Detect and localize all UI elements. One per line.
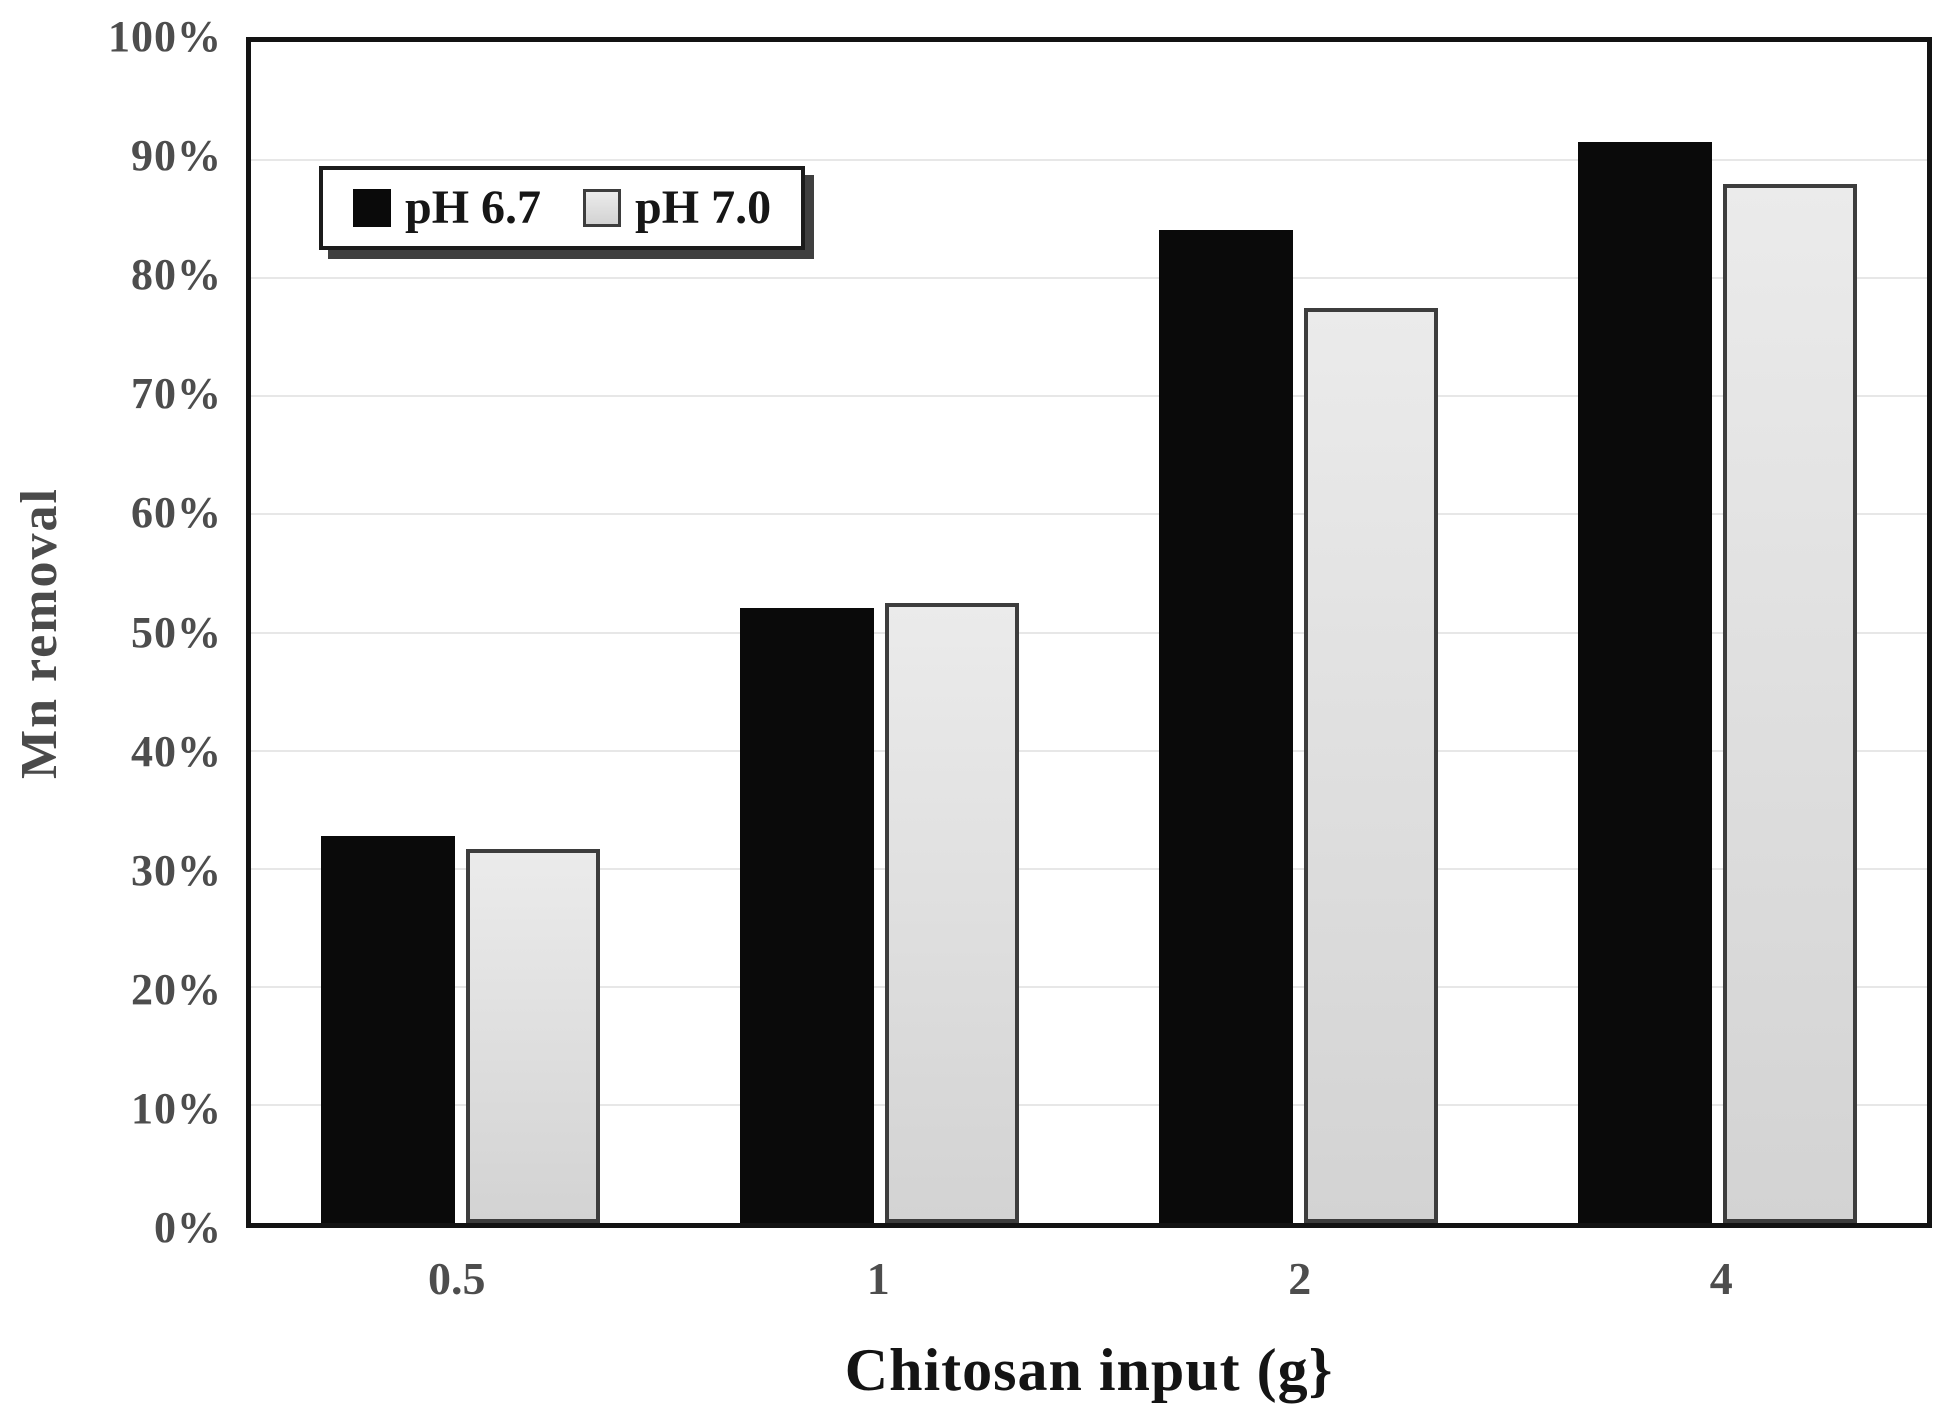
gridlines <box>251 42 1927 1223</box>
x-axis-tick-labels: 0.5 1 2 4 <box>246 1244 1932 1314</box>
ph-6-7-swatch-icon <box>353 189 391 227</box>
bar-ph-7.0-4 <box>1723 183 1857 1223</box>
bar-ph-7.0-2 <box>1304 307 1438 1223</box>
y-tick-label-10pct: 10% <box>131 1083 222 1133</box>
y-tick-label-80pct: 80% <box>131 250 222 300</box>
y-tick-label-30pct: 30% <box>131 845 222 895</box>
y-tick-label-100pct: 100% <box>108 12 222 61</box>
bar-group-4 <box>1508 42 1927 1223</box>
bar-ph-7.0-0.5 <box>466 848 600 1223</box>
y-axis-tick-labels: 0% 10% 20% 30% 40% 50% 60% 70% 80% 90% 100% <box>0 12 222 1252</box>
bar-group-0.5 <box>251 42 670 1223</box>
x-tick-label-2: 2 <box>1288 1253 1312 1304</box>
bar-group-1 <box>670 42 1089 1223</box>
y-tick-label-20pct: 20% <box>131 964 222 1014</box>
x-tick-label-1: 1 <box>866 1253 890 1304</box>
y-tick-label-0pct: 0% <box>154 1203 222 1252</box>
legend-item-ph-6-7: pH 6.7 <box>353 184 541 232</box>
gridline-30 <box>251 867 1927 870</box>
x-tick-label-4: 4 <box>1709 1253 1733 1304</box>
y-tick-label-90pct: 90% <box>131 131 222 181</box>
bar-ph-6.7-1 <box>740 607 874 1223</box>
gridline-50 <box>251 631 1927 634</box>
gridline-60 <box>251 513 1927 516</box>
gridline-20 <box>251 985 1927 988</box>
bar-group-2 <box>1089 42 1508 1223</box>
gridline-90 <box>251 159 1927 162</box>
legend: pH 6.7 pH 7.0 <box>319 166 806 250</box>
x-axis-title: Chitosan input (g} <box>844 1337 1334 1403</box>
gridline-10 <box>251 1103 1927 1106</box>
y-tick-label-40pct: 40% <box>131 726 222 776</box>
bars <box>251 42 1927 1223</box>
legend-label-ph-7-0: pH 7.0 <box>635 181 772 234</box>
gridline-70 <box>251 395 1927 398</box>
ph-7-0-swatch-icon <box>583 189 622 227</box>
gridline-80 <box>251 277 1927 280</box>
plot-area: pH 6.7 pH 7.0 <box>246 37 1932 1228</box>
gridline-40 <box>251 749 1927 752</box>
y-tick-label-60pct: 60% <box>131 488 222 538</box>
bar-ph-6.7-2 <box>1159 229 1293 1223</box>
legend-item-ph-7-0: pH 7.0 <box>583 184 771 232</box>
bar-ph-6.7-0.5 <box>321 835 455 1223</box>
y-tick-label-70pct: 70% <box>131 369 222 419</box>
x-tick-label-0.5: 0.5 <box>428 1253 486 1304</box>
bar-ph-7.0-1 <box>885 602 1019 1223</box>
y-tick-label-50pct: 50% <box>131 607 222 657</box>
legend-label-ph-6-7: pH 6.7 <box>405 181 542 234</box>
bar-ph-6.7-4 <box>1578 142 1712 1223</box>
